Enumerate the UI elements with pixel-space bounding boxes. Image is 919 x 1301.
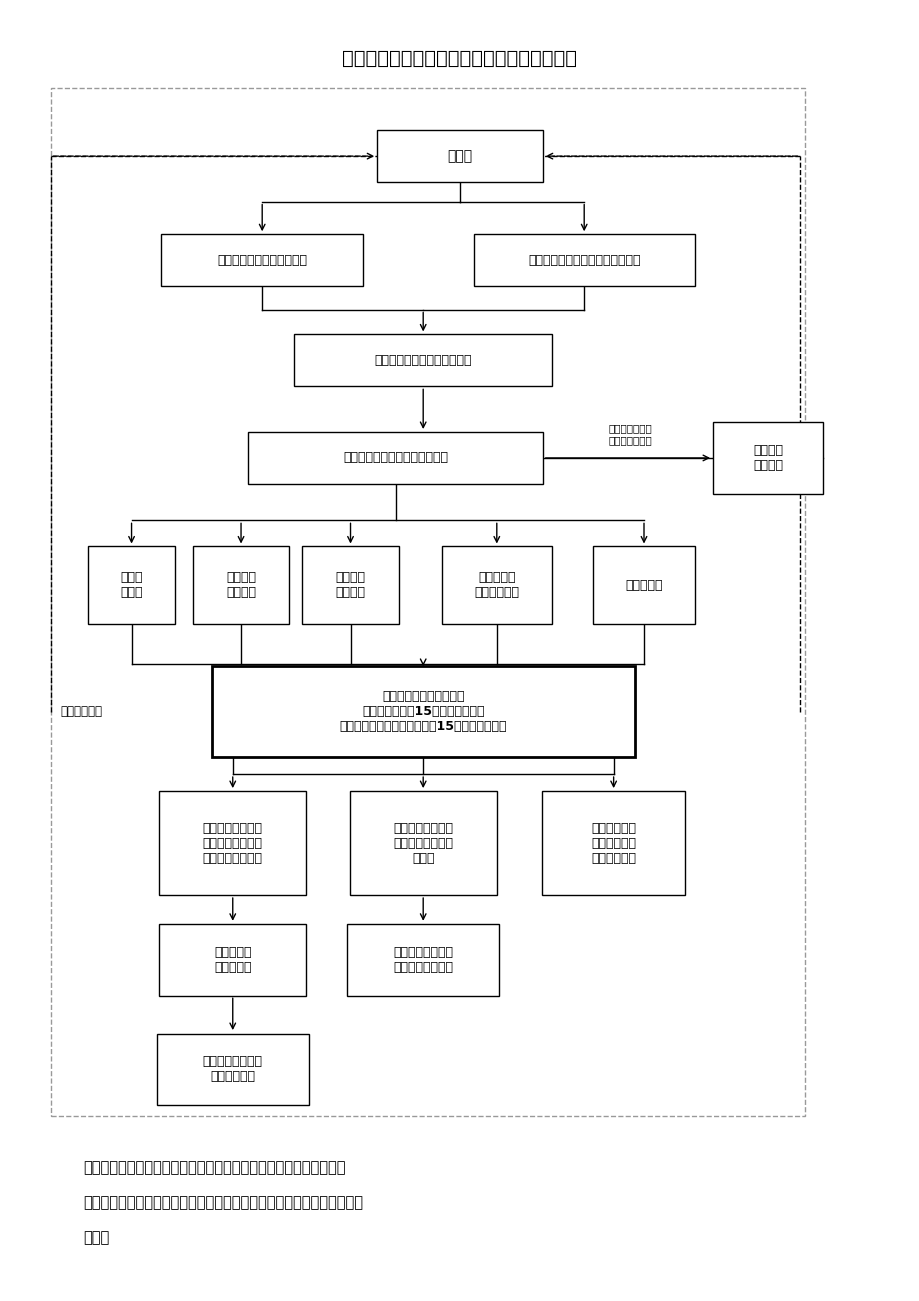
Text: 属于公
开范围: 属于公 开范围 xyxy=(120,571,142,600)
FancyBboxPatch shape xyxy=(542,791,684,895)
Text: 受理机关出具《政
府信息告知书》并
说明资料费用情况: 受理机关出具《政 府信息告知书》并 说明资料费用情况 xyxy=(202,821,263,865)
Text: 福建省审计厅政府信息依申请公开办理流程图: 福建省审计厅政府信息依申请公开办理流程图 xyxy=(342,49,577,68)
Text: 属于部分
公开范围: 属于部分 公开范围 xyxy=(226,571,255,600)
FancyBboxPatch shape xyxy=(156,1033,309,1106)
Text: 申请人: 申请人 xyxy=(447,150,472,163)
Text: 受理机关出具
《政府信息不
存在告知书》: 受理机关出具 《政府信息不 存在告知书》 xyxy=(591,821,635,865)
FancyBboxPatch shape xyxy=(294,334,551,386)
Text: 填写《申请表》并提交或寄出: 填写《申请表》并提交或寄出 xyxy=(374,354,471,367)
Text: 受理机关向申请人
提供相关资料: 受理机关向申请人 提供相关资料 xyxy=(202,1055,263,1084)
FancyBboxPatch shape xyxy=(349,791,496,895)
Text: 申请要件不全或
申请内容不明确: 申请要件不全或 申请内容不明确 xyxy=(607,423,652,445)
Text: 受理机关告知申请
人咨询途径或方式: 受理机关告知申请 人咨询途径或方式 xyxy=(392,946,453,974)
FancyBboxPatch shape xyxy=(347,924,498,997)
Text: 信息不存在: 信息不存在 xyxy=(625,579,662,592)
Text: 属于免予
公开范围: 属于免予 公开范围 xyxy=(335,571,365,600)
FancyBboxPatch shape xyxy=(593,546,694,624)
Text: 受理机关出具《非
本机关政府信息告
知书》: 受理机关出具《非 本机关政府信息告 知书》 xyxy=(392,821,453,865)
FancyBboxPatch shape xyxy=(161,234,363,286)
FancyBboxPatch shape xyxy=(193,546,289,624)
Text: 通知答复时间: 通知答复时间 xyxy=(60,705,102,718)
Text: 申请人办理
缴费等手续: 申请人办理 缴费等手续 xyxy=(214,946,251,974)
FancyBboxPatch shape xyxy=(441,546,551,624)
FancyBboxPatch shape xyxy=(712,422,823,494)
Text: 现场、书面或电话索取《申请表》: 现场、书面或电话索取《申请表》 xyxy=(528,254,640,267)
Text: （一）受理机关当场答复
（二）受理机关15个工作日内答复
（三）经批准，受理机关延长15个工作日内答复: （一）受理机关当场答复 （二）受理机关15个工作日内答复 （三）经批准，受理机关… xyxy=(339,690,506,734)
Text: 不属于受理
机关掌握范围: 不属于受理 机关掌握范围 xyxy=(474,571,518,600)
FancyBboxPatch shape xyxy=(87,546,176,624)
Text: 受理机关
通知补正: 受理机关 通知补正 xyxy=(753,444,782,472)
FancyBboxPatch shape xyxy=(248,432,542,484)
FancyBboxPatch shape xyxy=(159,791,306,895)
FancyBboxPatch shape xyxy=(473,234,694,286)
FancyBboxPatch shape xyxy=(159,924,306,997)
FancyBboxPatch shape xyxy=(211,666,634,757)
Text: 注：采用书面形式确有困难的申请人，可通过口头形式提出政府信息

公开申请，本厅政府信息公开办公室，根据申请人的意愿代为填写《申请

表》。: 注：采用书面形式确有困难的申请人，可通过口头形式提出政府信息 公开申请，本厅政府… xyxy=(83,1160,362,1245)
FancyBboxPatch shape xyxy=(301,546,399,624)
Text: 受理机关登记、审核《申请表》: 受理机关登记、审核《申请表》 xyxy=(343,451,448,464)
Text: 上网填写或下载《申请表》: 上网填写或下载《申请表》 xyxy=(217,254,307,267)
FancyBboxPatch shape xyxy=(377,130,542,182)
